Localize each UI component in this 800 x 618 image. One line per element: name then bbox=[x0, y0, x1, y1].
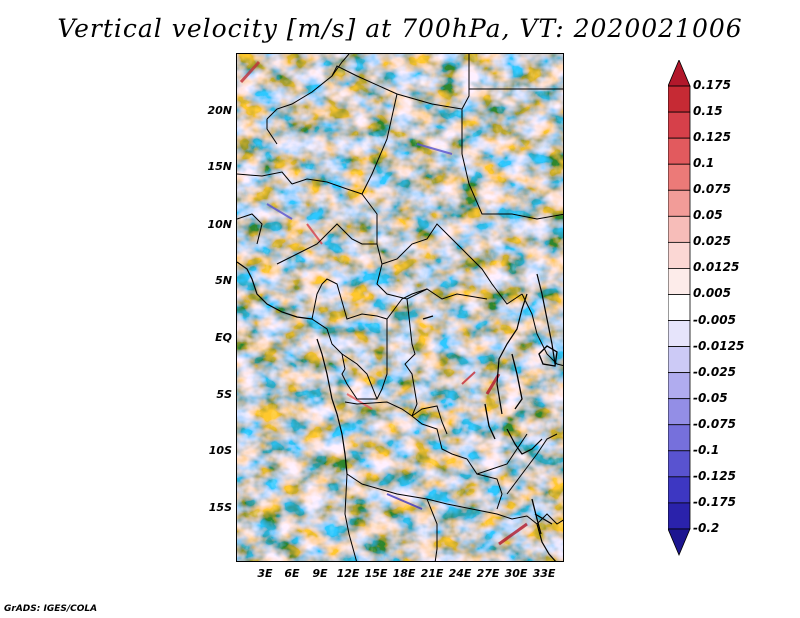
colorbar-swatch bbox=[668, 372, 691, 400]
lon-label-12e: 12E bbox=[336, 567, 360, 580]
colorbar-tick-label: -0.05 bbox=[693, 390, 728, 405]
lon-label-33e: 33E bbox=[532, 567, 556, 580]
colorbar-tick-label: -0.075 bbox=[693, 416, 736, 431]
colorbar-swatch bbox=[668, 137, 691, 165]
colorbar-swatch bbox=[668, 294, 691, 321]
lon-label-21e: 21E bbox=[420, 567, 444, 580]
colorbar-tick-label: 0.025 bbox=[693, 234, 731, 249]
lakes bbox=[422, 315, 558, 535]
colorbar-tick-label: -0.0125 bbox=[693, 338, 745, 353]
colorbar-swatch bbox=[668, 346, 691, 374]
lon-label-3e: 3E bbox=[257, 567, 273, 580]
lat-label-5n: 5N bbox=[215, 274, 232, 287]
lon-label-18e: 18E bbox=[392, 567, 416, 580]
colorbar-tick-label: 0.1 bbox=[693, 156, 715, 171]
colorbar-tick-label: 0.075 bbox=[693, 182, 731, 197]
colorbar-tick-label: 0.005 bbox=[693, 286, 731, 301]
colorbar-tick-label: 0.0125 bbox=[693, 260, 740, 275]
lat-label-15n: 15N bbox=[207, 160, 232, 173]
colorbar-swatch bbox=[668, 320, 691, 347]
colorbar-swatch bbox=[668, 268, 691, 295]
colorbar-swatch bbox=[668, 215, 691, 243]
map-panel bbox=[236, 53, 564, 562]
colorbar-tick-label: -0.125 bbox=[693, 468, 736, 483]
lon-label-27e: 27E bbox=[476, 567, 500, 580]
colorbar-tick-label: -0.175 bbox=[693, 494, 736, 509]
colorbar-top-triangle bbox=[668, 60, 691, 87]
colorbar-swatch bbox=[668, 502, 691, 530]
colorbar-swatch bbox=[668, 450, 691, 478]
lon-label-9e: 9E bbox=[312, 567, 328, 580]
lon-label-6e: 6E bbox=[284, 567, 300, 580]
country-borders bbox=[237, 54, 563, 561]
intense-cells bbox=[239, 60, 528, 546]
grads-credit: GrADS: IGES/COLA bbox=[4, 604, 98, 614]
colorbar-swatch bbox=[668, 476, 691, 504]
colorbar-tick-label: 0.175 bbox=[693, 78, 731, 93]
colorbar-swatch bbox=[668, 111, 691, 139]
vertical-velocity-field bbox=[237, 54, 563, 561]
colorbar-tick-label: -0.1 bbox=[693, 442, 720, 457]
colorbar-swatch bbox=[668, 163, 691, 191]
colorbar-tick-label: 0.05 bbox=[693, 208, 723, 223]
lat-label-5s: 5S bbox=[216, 388, 232, 401]
lon-label-15e: 15E bbox=[364, 567, 388, 580]
lon-label-30e: 30E bbox=[504, 567, 528, 580]
colorbar-bottom-triangle bbox=[668, 528, 691, 557]
lat-label-eq: EQ bbox=[215, 331, 232, 344]
coastline bbox=[237, 261, 557, 561]
colorbar-swatch bbox=[668, 398, 691, 426]
colorbar-tick-label: -0.005 bbox=[693, 312, 736, 327]
colorbar-swatch bbox=[668, 241, 691, 269]
colorbar bbox=[668, 60, 691, 557]
colorbar-tick-label: -0.2 bbox=[693, 520, 720, 535]
colorbar-swatch bbox=[668, 85, 691, 113]
lon-label-24e: 24E bbox=[448, 567, 472, 580]
colorbar-tick-label: 0.125 bbox=[693, 130, 731, 145]
colorbar-tick-label: 0.15 bbox=[693, 104, 723, 119]
lat-label-20n: 20N bbox=[207, 104, 232, 117]
colorbar-swatch bbox=[668, 189, 691, 217]
chart-title: Vertical velocity [m/s] at 700hPa, VT: 2… bbox=[57, 14, 743, 43]
lat-label-10s: 10S bbox=[208, 444, 232, 457]
lat-label-15s: 15S bbox=[208, 501, 232, 514]
lat-label-10n: 10N bbox=[207, 218, 232, 231]
colorbar-swatch bbox=[668, 424, 691, 452]
colorbar-tick-label: -0.025 bbox=[693, 364, 736, 379]
